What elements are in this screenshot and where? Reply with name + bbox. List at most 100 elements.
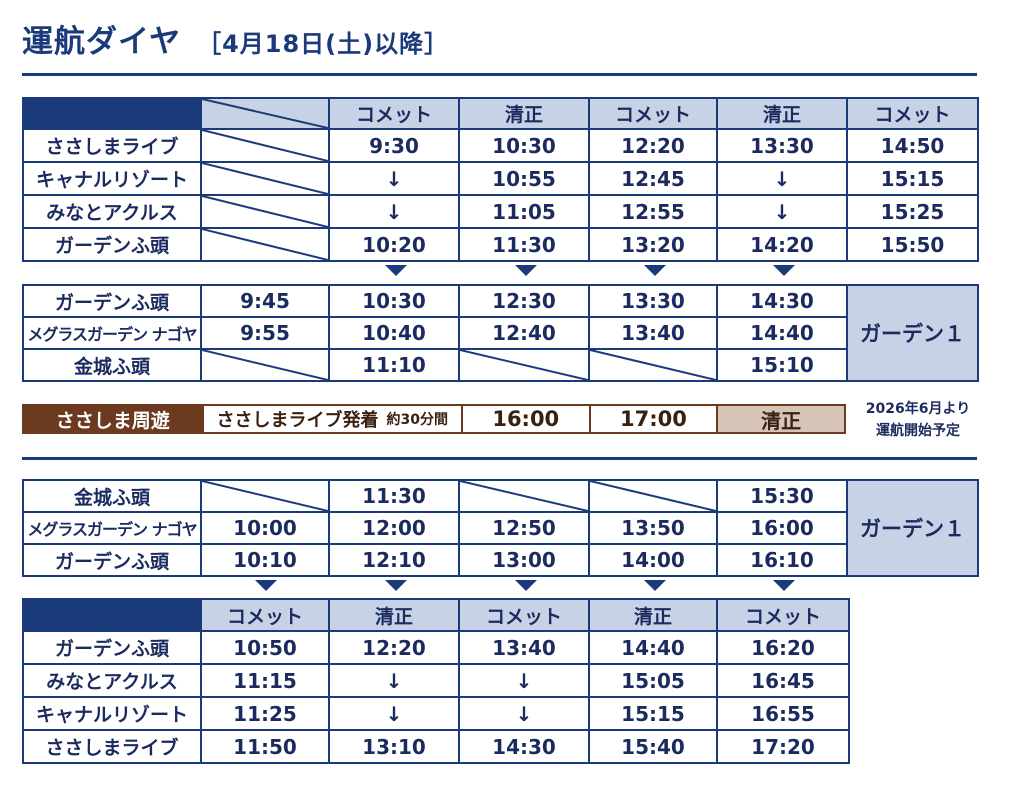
time-cell: 9:30: [328, 128, 460, 163]
loop-time: 17:00: [590, 406, 717, 432]
down-triangle-icon: [515, 580, 537, 591]
table-row: ガーデンふ頭 10:50 12:20 13:40 14:40 16:20: [22, 630, 850, 665]
page-header: 運航ダイヤ ［4月18日(土)以降］: [22, 16, 449, 64]
time-cell: ↓: [458, 696, 590, 731]
time-cell: 10:50: [200, 630, 330, 665]
time-cell: 15:30: [716, 479, 848, 513]
loop-note: 2026年6月より 運航開始予定: [858, 398, 978, 442]
time-cell: ↓: [328, 696, 460, 731]
diagonal-cell: [200, 194, 330, 229]
time-cell: 10:10: [200, 543, 330, 577]
diagonal-cell: [200, 97, 330, 130]
time-cell: 15:40: [588, 729, 718, 764]
diagonal-cell: [200, 161, 330, 196]
table-corner: [22, 97, 202, 130]
table-header-row: コメット 清正 コメット 清正 コメット: [22, 97, 979, 130]
table-row: キャナルリゾート ↓ 10:55 12:45 ↓ 15:15: [22, 161, 979, 196]
time-cell: 14:00: [588, 543, 718, 577]
diagonal-cell: [200, 479, 330, 513]
time-cell: 15:10: [716, 348, 848, 382]
garden-label: ガーデン１: [846, 479, 979, 577]
time-cell: 11:10: [328, 348, 460, 382]
time-cell: 16:00: [716, 511, 848, 545]
time-cell: 10:00: [200, 511, 330, 545]
table-row: みなとアクルス ↓ 11:05 12:55 ↓ 15:25: [22, 194, 979, 229]
diagonal-cell: [200, 348, 330, 382]
loop-duration: 約30分間: [386, 412, 448, 428]
garden-label: ガーデン１: [846, 284, 979, 382]
time-cell: 13:30: [588, 284, 718, 318]
table-row: メグラスガーデン ナゴヤ 9:55 10:40 12:40 13:40 14:4…: [22, 316, 978, 350]
station-label: みなとアクルス: [22, 663, 202, 698]
time-cell: 12:00: [328, 511, 460, 545]
station-label: ガーデンふ頭: [22, 543, 202, 577]
time-cell: 12:50: [458, 511, 590, 545]
time-cell: 14:40: [716, 316, 848, 350]
time-cell: 11:30: [458, 227, 590, 262]
time-cell: 10:30: [458, 128, 590, 163]
diagonal-cell: [200, 128, 330, 163]
boat-header: 清正: [588, 598, 718, 632]
diagonal-cell: [588, 479, 718, 513]
time-cell: 16:45: [716, 663, 850, 698]
down-triangle-icon: [255, 580, 277, 591]
table-row: みなとアクルス 11:15 ↓ ↓ 15:05 16:45: [22, 663, 850, 698]
station-label: メグラスガーデン ナゴヤ: [22, 511, 202, 545]
down-triangle-icon: [515, 265, 537, 276]
loop-desc-text: ささしまライブ発着: [216, 410, 379, 431]
time-cell: 14:40: [588, 630, 718, 665]
time-cell: 12:40: [458, 316, 590, 350]
sasashima-loop-row: ささしま周遊 ささしまライブ発着 約30分間 16:00 17:00 清正: [22, 404, 846, 434]
time-cell: 16:55: [716, 696, 850, 731]
down-triangle-icon: [644, 580, 666, 591]
boat-header: コメット: [716, 598, 850, 632]
timetable-outbound-1: コメット 清正 コメット 清正 コメット ささしまライブ 9:30 10:30 …: [22, 97, 979, 262]
table-row: ささしまライブ 9:30 10:30 12:20 13:30 14:50: [22, 128, 979, 163]
time-cell: 11:50: [200, 729, 330, 764]
station-label: ガーデンふ頭: [22, 630, 202, 665]
down-triangle-icon: [773, 580, 795, 591]
time-cell: 14:30: [458, 729, 590, 764]
time-cell: ↓: [328, 161, 460, 196]
header-rule: [22, 73, 977, 76]
time-cell: 10:55: [458, 161, 590, 196]
time-cell: 11:25: [200, 696, 330, 731]
time-cell: 15:15: [846, 161, 979, 196]
time-cell: 10:20: [328, 227, 460, 262]
table-row: ささしまライブ 11:50 13:10 14:30 15:40 17:20: [22, 729, 850, 764]
time-cell: 10:30: [328, 284, 460, 318]
page-subtitle: ［4月18日(土)以降］: [197, 30, 450, 58]
timetable-outbound-2: ガーデンふ頭 9:45 10:30 12:30 13:30 14:30 ガーデン…: [22, 284, 979, 382]
loop-description: ささしまライブ発着 約30分間: [203, 406, 461, 432]
time-cell: ↓: [716, 194, 848, 229]
time-cell: 16:10: [716, 543, 848, 577]
time-cell: 13:30: [716, 128, 848, 163]
time-cell: 15:25: [846, 194, 979, 229]
note-line: 2026年6月より: [865, 401, 971, 417]
station-label: メグラスガーデン ナゴヤ: [22, 316, 202, 350]
note-line: 運航開始予定: [876, 423, 960, 439]
time-cell: 14:30: [716, 284, 848, 318]
table-row: ガーデンふ頭 9:45 10:30 12:30 13:30 14:30 ガーデン…: [22, 284, 979, 382]
time-cell: 13:50: [588, 511, 718, 545]
boat-header: コメット: [588, 97, 718, 130]
time-cell: 17:20: [716, 729, 850, 764]
time-cell: 10:40: [328, 316, 460, 350]
time-cell: 12:30: [458, 284, 590, 318]
time-cell: 16:20: [716, 630, 850, 665]
station-label: ガーデンふ頭: [22, 227, 202, 262]
table-row: 金城ふ頭 11:30 15:30 ガーデン１: [22, 479, 979, 577]
time-cell: 11:05: [458, 194, 590, 229]
table-row: ガーデンふ頭 10:20 11:30 13:20 14:20 15:50: [22, 227, 979, 262]
station-label: 金城ふ頭: [22, 348, 202, 382]
time-cell: 14:50: [846, 128, 979, 163]
boat-header: コメット: [328, 97, 460, 130]
table-header-row: コメット 清正 コメット 清正 コメット: [22, 598, 850, 632]
boat-header: コメット: [200, 598, 330, 632]
table-row: キャナルリゾート 11:25 ↓ ↓ 15:15 16:55: [22, 696, 850, 731]
timetable-inbound-1: 金城ふ頭 11:30 15:30 ガーデン１ メグラスガーデン ナゴヤ 10:0…: [22, 479, 979, 577]
station-label: ガーデンふ頭: [22, 284, 202, 318]
table-row: ガーデンふ頭 10:10 12:10 13:00 14:00 16:10: [22, 543, 978, 577]
station-label: みなとアクルス: [22, 194, 202, 229]
time-cell: ↓: [716, 161, 848, 196]
